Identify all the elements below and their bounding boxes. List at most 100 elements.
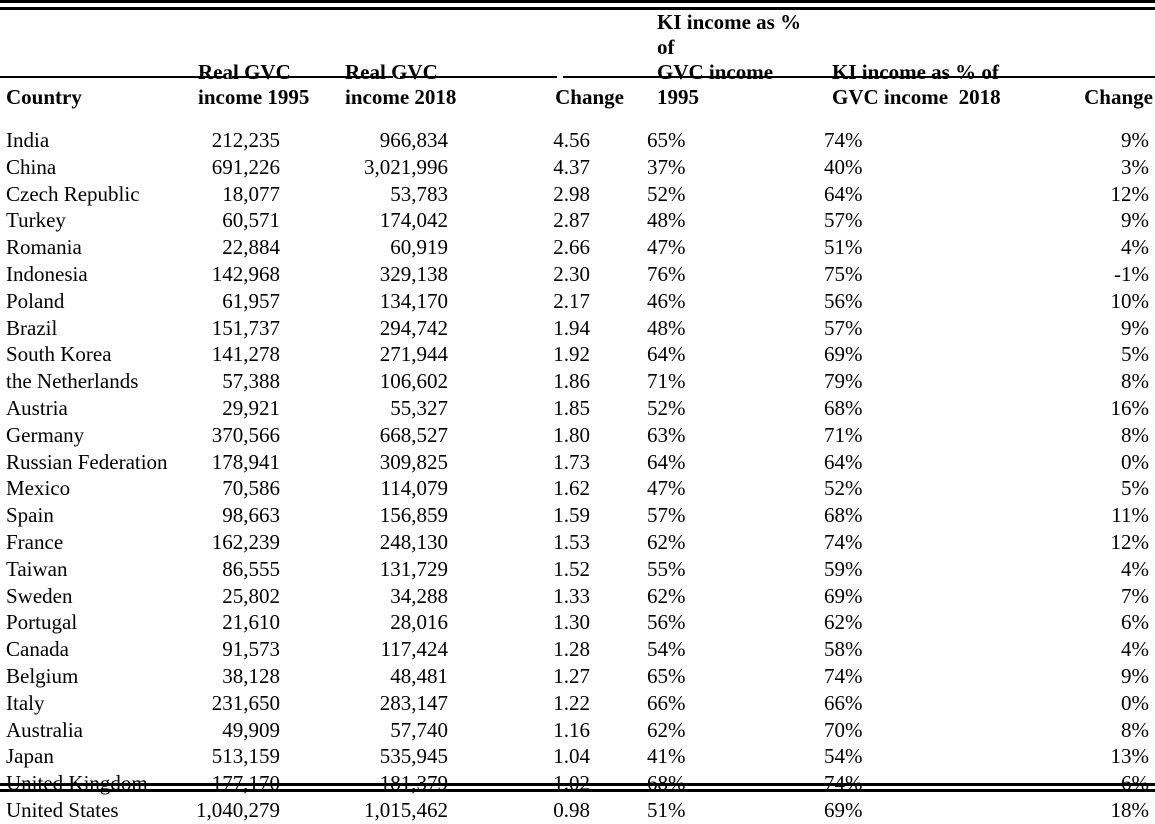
value-cell: 1.94 (553, 315, 590, 340)
value-cell: 1.30 (553, 610, 590, 635)
country-cell: France (6, 529, 64, 554)
value-cell: 181,379 (379, 771, 448, 796)
value-cell: 2.17 (553, 288, 590, 313)
country-cell: Japan (6, 744, 54, 769)
value-cell: 5% (1121, 476, 1149, 501)
country-cell: Romania (6, 235, 82, 260)
value-cell: 69% (824, 797, 863, 822)
value-cell: 1.02 (553, 771, 590, 796)
value-cell: 1.52 (553, 556, 590, 581)
country-cell: the Netherlands (6, 369, 139, 394)
value-cell: 53,783 (390, 181, 448, 206)
value-cell: 1.22 (553, 690, 590, 715)
value-cell: 231,650 (211, 690, 280, 715)
value-cell: 513,159 (211, 744, 280, 769)
country-cell: Russian Federation (6, 449, 168, 474)
value-cell: 0% (1121, 690, 1149, 715)
value-cell: 11% (1111, 503, 1149, 528)
col-header-change-gvc: Change (555, 85, 624, 109)
value-cell: 12% (1110, 529, 1150, 554)
value-cell: 70,586 (222, 476, 280, 501)
country-cell: Belgium (6, 663, 79, 688)
value-cell: 51% (824, 235, 863, 260)
table-row: Spain 98,663 156,859 1.59 57% 68% 11% (0, 502, 1155, 529)
value-cell: 18% (1110, 797, 1150, 822)
value-cell: 4.37 (553, 154, 590, 179)
value-cell: 29,921 (222, 395, 280, 420)
table-row: Taiwan 86,555 131,729 1.52 55% 59% 4% (0, 556, 1155, 583)
value-cell: 56% (647, 610, 686, 635)
table-row: France 162,239 248,130 1.53 62% 74% 12% (0, 529, 1155, 556)
value-cell: 57% (647, 503, 686, 528)
value-cell: 52% (647, 181, 686, 206)
table-row: Australia 49,909 57,740 1.16 62% 70% 8% (0, 717, 1155, 744)
col-header-change-ki: Change (1084, 85, 1153, 109)
value-cell: 76% (647, 261, 686, 286)
value-cell: 1.59 (553, 503, 590, 528)
value-cell: 1,015,462 (364, 797, 448, 822)
value-cell: 1.04 (553, 744, 590, 769)
value-cell: 66% (824, 690, 863, 715)
value-cell: 68% (824, 503, 863, 528)
value-cell: 966,834 (379, 128, 448, 152)
value-cell: 56% (824, 288, 863, 313)
table-row: Poland 61,957 134,170 2.17 46% 56% 10% (0, 288, 1155, 315)
value-cell: 59% (824, 556, 863, 581)
col-header-ki-share-1995: KI income as % of GVC income 1995 (657, 10, 802, 109)
country-cell: Indonesia (6, 261, 88, 286)
value-cell: 22,884 (222, 235, 280, 260)
value-cell: 3,021,996 (364, 154, 448, 179)
value-cell: 174,042 (379, 208, 448, 233)
country-cell: Portugal (6, 610, 78, 635)
table-row: Brazil 151,737 294,742 1.94 48% 57% 9% (0, 315, 1155, 342)
table-row: Austria 29,921 55,327 1.85 52% 68% 16% (0, 395, 1155, 422)
value-cell: 106,602 (379, 369, 448, 394)
value-cell: 248,130 (379, 529, 448, 554)
table-row: Portugal 21,610 28,016 1.30 56% 62% 6% (0, 609, 1155, 636)
value-cell: 40% (824, 154, 863, 179)
value-cell: 34,288 (390, 583, 448, 608)
country-cell: India (6, 128, 50, 152)
value-cell: 55% (647, 556, 686, 581)
value-cell: 162,239 (211, 529, 280, 554)
table-row: Italy 231,650 283,147 1.22 66% 66% 0% (0, 690, 1155, 717)
value-cell: 535,945 (379, 744, 448, 769)
value-cell: 4% (1121, 637, 1149, 662)
value-cell: 64% (647, 342, 686, 367)
value-cell: 5% (1121, 342, 1149, 367)
value-cell: 52% (647, 395, 686, 420)
value-cell: 60,571 (222, 208, 280, 233)
header-underline (0, 76, 1155, 78)
col-header-real-gvc-1995: Real GVC income 1995 (198, 60, 310, 109)
value-cell: 47% (647, 476, 686, 501)
header-row: Country Real GVC income 1995 Real GVC in… (0, 10, 1155, 127)
header-rule-segment (0, 76, 225, 78)
value-cell: 178,941 (211, 449, 280, 474)
value-cell: 6% (1121, 610, 1149, 635)
value-cell: 1.92 (553, 342, 590, 367)
value-cell: 64% (824, 181, 863, 206)
value-cell: 54% (824, 744, 863, 769)
value-cell: 8% (1121, 369, 1149, 394)
value-cell: 38,128 (222, 663, 280, 688)
value-cell: 1.62 (553, 476, 590, 501)
value-cell: 134,170 (379, 288, 448, 313)
table-row: Romania 22,884 60,919 2.66 47% 51% 4% (0, 234, 1155, 261)
value-cell: 66% (647, 690, 686, 715)
country-cell: South Korea (6, 342, 112, 367)
value-cell: 57% (824, 315, 863, 340)
table-body: India 212,235 966,834 4.56 65% 74% 9% China 691,… (0, 127, 1155, 824)
value-cell: 18,077 (222, 181, 280, 206)
value-cell: 151,737 (211, 315, 280, 340)
value-cell: 68% (824, 395, 863, 420)
value-cell: 91,573 (222, 637, 280, 662)
country-cell: United Kingdom (6, 771, 148, 796)
value-cell: 177,170 (211, 771, 280, 796)
value-cell: 57,388 (222, 369, 280, 394)
value-cell: 55,327 (390, 395, 448, 420)
value-cell: 9% (1121, 315, 1149, 340)
value-cell: 1.33 (553, 583, 590, 608)
table-row: Sweden 25,802 34,288 1.33 62% 69% 7% (0, 583, 1155, 610)
value-cell: 28,016 (390, 610, 448, 635)
value-cell: 71% (647, 369, 686, 394)
